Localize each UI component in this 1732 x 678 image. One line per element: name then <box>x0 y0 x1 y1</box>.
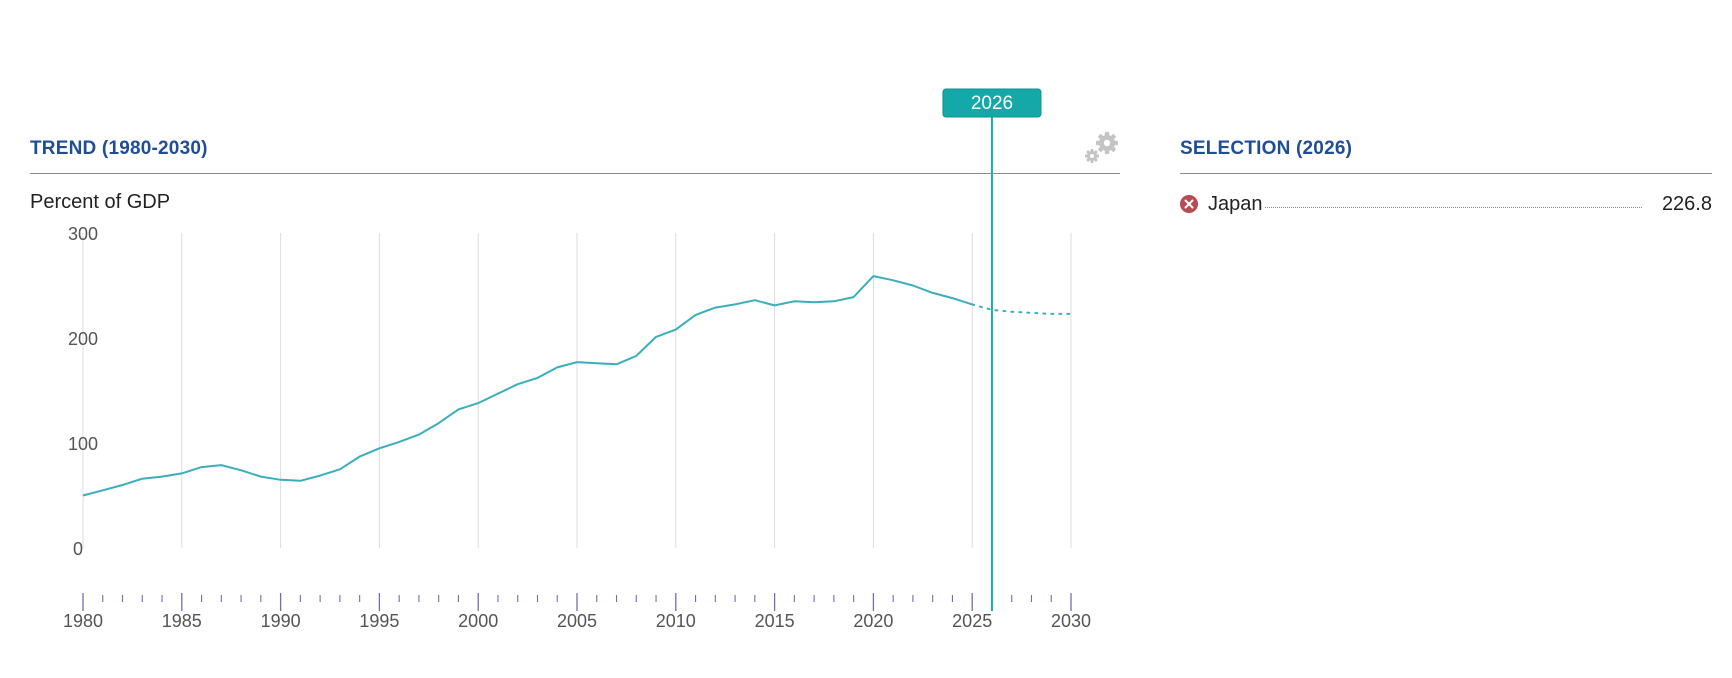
x-tick-label-2000: 2000 <box>458 611 498 631</box>
year-marker: 2026 <box>942 88 1042 611</box>
x-tick-label-2010: 2010 <box>656 611 696 631</box>
selection-divider <box>1180 173 1712 174</box>
gears-icon[interactable] <box>1083 131 1119 170</box>
grid-lines <box>82 233 1072 548</box>
y-tick-label-200: 200 <box>68 329 98 349</box>
x-tick-label-2030: 2030 <box>1051 611 1091 631</box>
x-tick-label-2025: 2025 <box>952 611 992 631</box>
year-marker-flag <box>942 88 1042 118</box>
x-tick-label-1990: 1990 <box>261 611 301 631</box>
close-circle-icon[interactable] <box>1180 195 1198 213</box>
x-tick-label-2005: 2005 <box>557 611 597 631</box>
x-tick-label-2015: 2015 <box>755 611 795 631</box>
y-tick-label-100: 100 <box>68 434 98 454</box>
x-tick-label-1995: 1995 <box>359 611 399 631</box>
selection-country[interactable]: Japan <box>1208 193 1263 215</box>
x-axis: 1980 1985 1990 1995 2000 2005 2010 2015 2020 2025… <box>63 593 1091 631</box>
trend-divider <box>30 173 1120 174</box>
x-tick-label-2020: 2020 <box>853 611 893 631</box>
trend-title: TREND (1980-2030) <box>30 138 208 159</box>
series-line-japan <box>82 275 973 497</box>
y-tick-label-0: 0 <box>73 539 83 559</box>
selection-value: 226.8 <box>1661 193 1712 215</box>
series-projection-japan <box>971 303 1072 315</box>
series-lines <box>82 275 1072 497</box>
selection-row-japan: Japan 226.8 <box>1180 192 1712 218</box>
leader-line <box>1265 207 1642 208</box>
x-tick-label-1985: 1985 <box>162 611 202 631</box>
trend-chart[interactable]: 0 100 200 300 1980 1985 1990 1995 2000 2005 2010 2… <box>0 0 1120 678</box>
year-marker-label: 2026 <box>971 93 1013 114</box>
x-tick-label-1980: 1980 <box>63 611 103 631</box>
y-unit-label: Percent of GDP <box>30 191 171 213</box>
selection-title: SELECTION (2026) <box>1180 138 1353 159</box>
y-tick-label-300: 300 <box>68 224 98 244</box>
y-axis-ticks: 0 100 200 300 <box>68 224 98 559</box>
